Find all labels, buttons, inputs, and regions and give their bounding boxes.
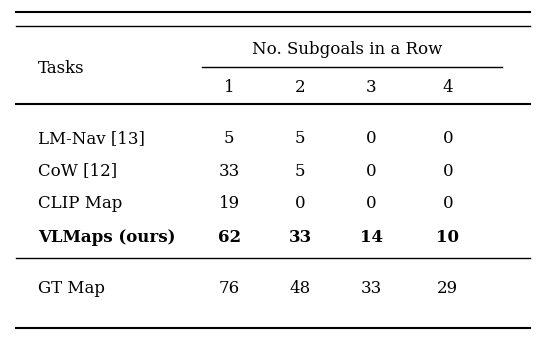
- Text: Tasks: Tasks: [38, 60, 85, 77]
- Text: VLMaps (ours): VLMaps (ours): [38, 229, 176, 246]
- Text: 0: 0: [442, 162, 453, 180]
- Text: LM-Nav [13]: LM-Nav [13]: [38, 130, 145, 147]
- Text: 0: 0: [442, 130, 453, 147]
- Text: 5: 5: [295, 130, 306, 147]
- Text: No. Subgoals in a Row: No. Subgoals in a Row: [252, 41, 442, 58]
- Text: 4: 4: [442, 79, 453, 96]
- Text: 33: 33: [219, 162, 240, 180]
- Text: 19: 19: [219, 195, 240, 212]
- Text: 3: 3: [366, 79, 377, 96]
- Text: 0: 0: [295, 195, 306, 212]
- Text: CLIP Map: CLIP Map: [38, 195, 123, 212]
- Text: 14: 14: [360, 229, 383, 246]
- Text: 62: 62: [218, 229, 241, 246]
- Text: 5: 5: [224, 130, 235, 147]
- Text: 0: 0: [442, 195, 453, 212]
- Text: 0: 0: [366, 130, 377, 147]
- Text: 1: 1: [224, 79, 235, 96]
- Text: 76: 76: [219, 280, 240, 298]
- Text: GT Map: GT Map: [38, 280, 105, 298]
- Text: CoW [12]: CoW [12]: [38, 162, 117, 180]
- Text: 29: 29: [437, 280, 458, 298]
- Text: 33: 33: [289, 229, 312, 246]
- Text: 5: 5: [295, 162, 306, 180]
- Text: 10: 10: [436, 229, 459, 246]
- Text: 2: 2: [295, 79, 306, 96]
- Text: 0: 0: [366, 162, 377, 180]
- Text: 0: 0: [366, 195, 377, 212]
- Text: 33: 33: [361, 280, 382, 298]
- Text: 48: 48: [290, 280, 311, 298]
